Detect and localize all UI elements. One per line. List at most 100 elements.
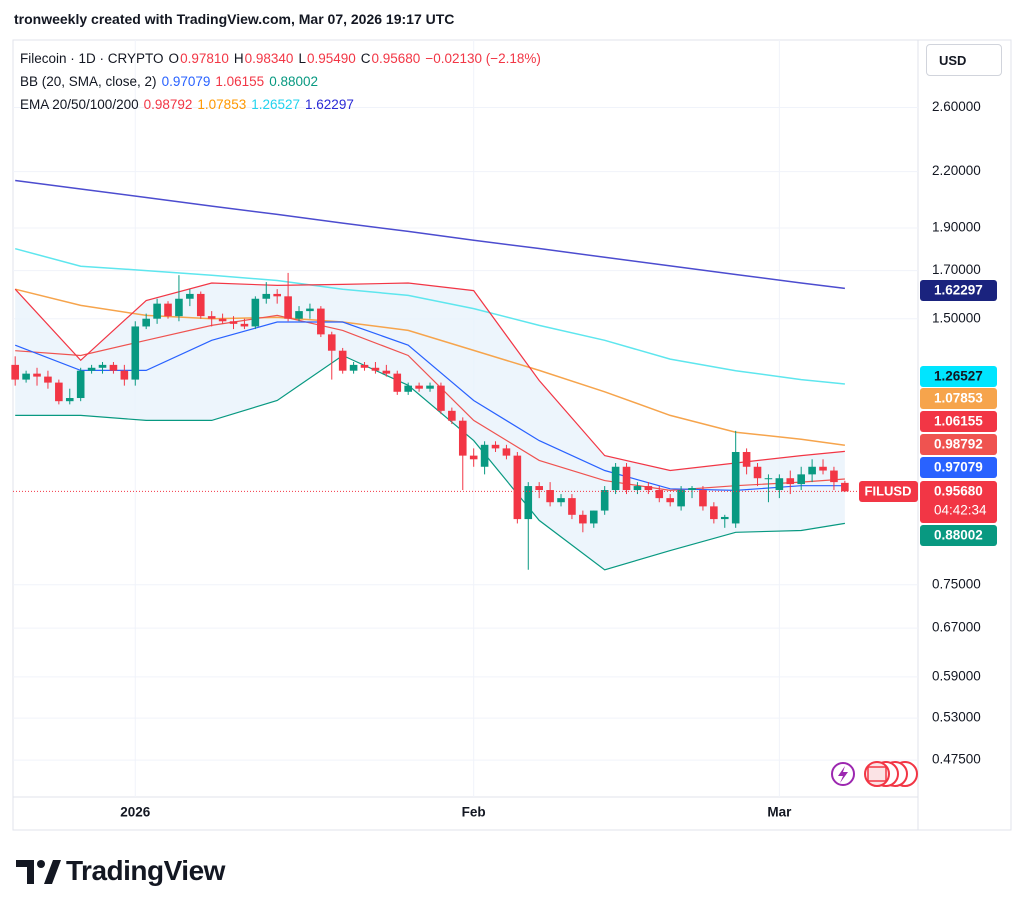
candle-body (251, 298, 260, 327)
candle-body (109, 364, 118, 371)
price-badge-label: 0.97079 (934, 460, 983, 475)
x-tick-label: Mar (767, 805, 792, 820)
price-badge (920, 457, 997, 478)
legend-item: 0.97810 (180, 51, 229, 66)
candle-body (164, 303, 172, 317)
candle-body (524, 486, 533, 520)
price-badge-label: 0.95680 (934, 484, 983, 499)
candle-body (98, 364, 107, 368)
indicator-line (14, 282, 845, 472)
candle-body (786, 478, 795, 485)
candle-body (382, 370, 391, 374)
price-badge-label: 1.62297 (934, 283, 983, 298)
logo-dot (37, 860, 45, 868)
symbol-label: FILUSD (865, 483, 912, 498)
legend-row: EMA 20/50/100/200 0.98792 1.07853 1.26527 1.… (20, 93, 546, 116)
indicator-line (14, 321, 845, 492)
candle-body (426, 385, 434, 389)
y-tick-label: 2.20000 (932, 163, 981, 178)
candle-body (306, 308, 314, 312)
candle-body (196, 293, 205, 317)
currency-button[interactable]: USD (926, 44, 1002, 76)
x-tick-label: 2026 (120, 805, 151, 820)
candle-body (557, 498, 565, 503)
y-tick-label: 0.47500 (932, 752, 981, 767)
candle-body (175, 298, 183, 317)
candle-body (393, 373, 402, 392)
price-badge-label: 1.06155 (934, 414, 983, 429)
candle-body (513, 455, 522, 520)
flag-icon[interactable] (864, 761, 890, 787)
candle-body (327, 334, 336, 351)
indicator-line (15, 247, 845, 385)
legend-item: 1.26527 (251, 97, 301, 112)
candle-body (22, 373, 30, 380)
candle-body (600, 490, 609, 511)
legend-item: O (168, 51, 180, 66)
legend-item: C (360, 51, 371, 66)
candle-body (415, 385, 423, 389)
price-badge (920, 366, 997, 387)
candle-body (44, 376, 52, 383)
legend-item: 1.62297 (305, 97, 354, 112)
legend-item: L (298, 51, 306, 66)
logo-mark (16, 860, 34, 884)
candle-body (55, 382, 63, 402)
price-badge (920, 411, 997, 432)
candle-body (186, 293, 194, 299)
icons (831, 761, 918, 787)
candle-body (710, 506, 718, 520)
candle-body (677, 490, 685, 507)
candle-body (240, 323, 249, 327)
candle-body (458, 420, 467, 456)
legend-item: 0.98792 (143, 97, 193, 112)
candle-body (622, 466, 631, 491)
price-badge (920, 280, 997, 301)
price-badge-label: 0.98792 (934, 437, 983, 452)
candle-body (753, 466, 762, 479)
candle-body (218, 318, 227, 322)
candle-body (568, 498, 576, 515)
legend-item: 1.07853 (197, 97, 247, 112)
price-badge (920, 434, 997, 455)
legend-item: BB (20, SMA, close, 2) (20, 74, 157, 89)
y-tick-label: 1.70000 (932, 262, 981, 277)
candle-body (589, 510, 598, 524)
y-tick-label: 1.50000 (932, 310, 981, 325)
candle-body (11, 364, 19, 380)
legend-item: 1.06155 (215, 74, 265, 89)
candle-body (317, 308, 325, 335)
legend-item: 0.95680 (371, 51, 421, 66)
band-fill (15, 283, 845, 570)
credit: tronweekly created with TradingView.com,… (14, 11, 455, 27)
candle-body (338, 350, 347, 371)
candle-body (273, 293, 281, 297)
logo (16, 860, 61, 884)
logo-mark (44, 860, 61, 884)
candle-body (502, 448, 511, 456)
candle-body (65, 398, 74, 402)
candle-body (284, 296, 292, 319)
price-badge-label: 1.26527 (934, 369, 983, 384)
candle-body (764, 478, 773, 480)
candle-body (404, 385, 412, 392)
candle-body (808, 466, 816, 475)
y-tick-label: 1.90000 (932, 220, 981, 235)
candle-body (120, 370, 129, 380)
candle-body (360, 364, 369, 368)
indicator-line (15, 179, 845, 290)
legend-item: EMA 20/50/100/200 (20, 97, 139, 112)
legend-item: 0.97079 (161, 74, 211, 89)
legend-item: 0.98340 (244, 51, 294, 66)
candle-body (295, 311, 303, 319)
lightning (838, 766, 848, 783)
candle-body (666, 498, 674, 503)
candle-body (491, 444, 500, 449)
legend-item: Filecoin · 1D · CRYPTO (20, 51, 164, 66)
candle-body (611, 466, 620, 491)
candle-body (76, 370, 85, 399)
x-tick-label: Feb (462, 805, 486, 820)
candle-body (142, 318, 150, 327)
candle-body (644, 486, 653, 491)
